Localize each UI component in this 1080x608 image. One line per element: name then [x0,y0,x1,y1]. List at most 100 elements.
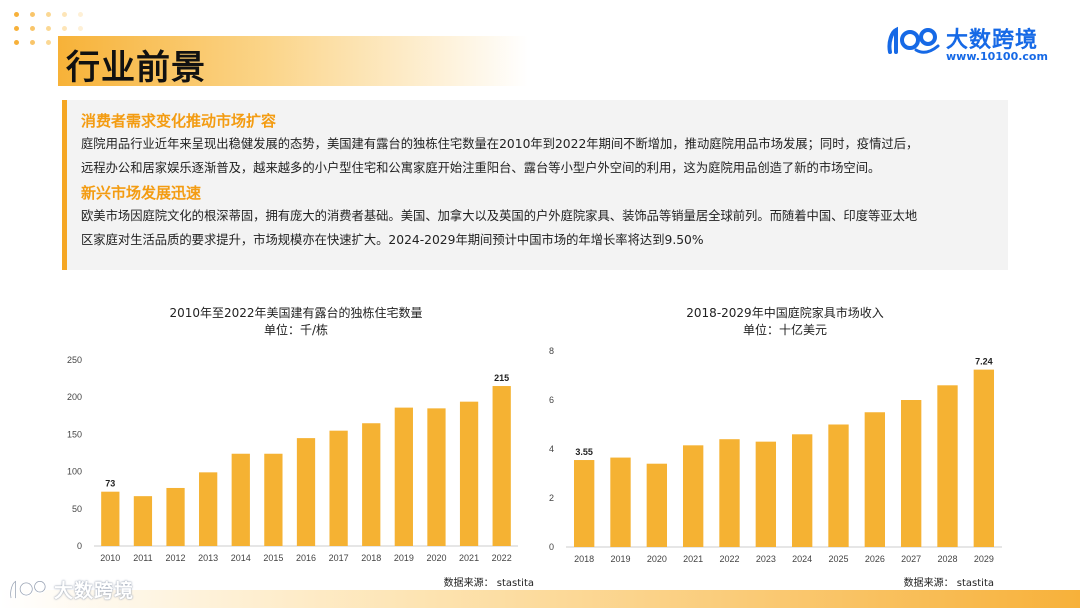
x-tick-label: 2019 [610,554,630,564]
chart-subtitle: 单位：千/栋 [264,322,328,337]
x-tick-label: 2029 [974,554,994,564]
x-tick-label: 2024 [792,554,812,564]
x-tick-label: 2010 [100,553,120,563]
x-tick-label: 2027 [901,554,921,564]
chart-subtitle: 单位：十亿美元 [743,322,827,337]
footer-logo-icon [9,578,47,600]
bar [199,472,218,546]
bar [329,430,348,546]
brand-name: 大数跨境 [946,28,1039,53]
section2-heading: 新兴市场发展迅速 [81,184,202,202]
brand-logo: 大数跨境 www.10100.com [886,20,1056,66]
data-label: 7.24 [975,357,993,367]
x-tick-label: 2022 [492,553,512,563]
decorative-dot [78,12,83,17]
x-tick-label: 2021 [683,554,703,564]
bar [573,460,595,547]
x-tick-label: 2013 [198,553,218,563]
chart-title: 2018-2029年中国庭院家具市场收入 [686,305,883,320]
bar [828,424,849,547]
section2-line1: 欧美市场因庭院文化的根深蒂固，拥有庞大的消费者基础。美国、加拿大以及英国的户外庭… [81,209,918,223]
data-label: 3.55 [575,447,593,457]
y-tick-label: 6 [549,395,554,405]
decorative-dot [30,40,35,45]
x-tick-label: 2022 [719,554,739,564]
x-tick-label: 2016 [296,553,316,563]
decorative-dot [46,12,51,17]
bar [492,386,511,546]
x-tick-label: 2021 [459,553,479,563]
decorative-dot [14,40,19,45]
section2-line2: 区家庭对生活品质的要求提升，市场规模亦在快速扩大。2024-2029年期间预计中… [81,233,704,247]
bar [610,457,631,547]
y-tick-label: 2 [549,493,554,503]
bar [791,434,813,547]
bar [394,407,413,546]
bar [459,401,479,546]
bar [362,423,381,546]
brand-url: www.10100.com [946,50,1048,63]
bar [864,412,886,547]
bar [755,441,777,547]
x-tick-label: 2012 [166,553,186,563]
bar [427,408,446,546]
brand-logo-icon [887,26,940,54]
chart-title: 2010年至2022年美国建有露台的独栋住宅数量 [169,305,422,320]
x-tick-label: 2017 [329,553,349,563]
chart2-source: 数据来源： stastita [903,578,994,589]
x-tick-label: 2018 [574,554,594,564]
footer-band [0,590,1080,608]
chart-china-patio-furniture: 2018-2029年中国庭院家具市场收入 单位：十亿美元 0 2 4 6 8 2018 3.55… [540,296,1010,590]
decorative-dot [62,12,67,17]
bar [682,445,704,547]
bar [646,463,668,547]
bar [973,369,995,547]
footer-logo: 大数跨境 [8,574,158,604]
x-tick-label: 2019 [394,553,414,563]
bar [937,385,958,547]
decorative-dot [14,12,19,17]
y-tick-label: 100 [67,467,82,477]
x-tick-label: 2011 [133,553,152,563]
footer-brand-name: 大数跨境 [54,580,135,602]
bar [264,453,283,546]
bar [296,438,316,546]
y-tick-label: 4 [549,444,554,454]
chart1-source: 数据来源： stastita [443,578,534,589]
bar [166,487,185,546]
x-tick-label: 2015 [263,553,283,563]
bar [101,491,120,546]
x-tick-label: 2028 [937,554,957,564]
x-tick-label: 2023 [756,554,776,564]
decorative-dot [30,12,35,17]
bar [900,400,922,547]
section1-heading: 消费者需求变化推动市场扩容 [81,112,277,130]
bar [231,453,250,546]
y-tick-label: 0 [549,542,554,552]
y-tick-label: 150 [67,429,82,439]
y-tick-label: 250 [67,355,82,365]
data-label: 215 [494,373,509,383]
y-tick-label: 0 [77,541,82,551]
y-tick-label: 200 [67,392,82,402]
info-box: 消费者需求变化推动市场扩容 庭院用品行业近年来呈现出稳健发展的态势，美国建有露台… [62,100,1008,270]
x-tick-label: 2018 [361,553,381,563]
x-tick-label: 2020 [426,553,446,563]
decorative-dot [46,26,51,31]
section1-line1: 庭院用品行业近年来呈现出稳健发展的态势，美国建有露台的独栋住宅数量在2010年到… [81,137,919,151]
y-tick-label: 8 [549,346,554,356]
decorative-dot [62,26,67,31]
x-tick-label: 2026 [865,554,885,564]
y-tick-label: 50 [72,504,82,514]
decorative-dot [46,40,51,45]
x-tick-label: 2014 [231,553,251,563]
section1-line2: 远程办公和居家娱乐逐渐普及，越来越多的小户型住宅和公寓家庭开始注重阳台、露台等小… [81,161,881,175]
decorative-dot [78,26,83,31]
data-label: 73 [105,479,115,489]
bar [133,496,153,546]
x-tick-label: 2025 [828,554,848,564]
bar [719,439,740,547]
decorative-dot [30,26,35,31]
